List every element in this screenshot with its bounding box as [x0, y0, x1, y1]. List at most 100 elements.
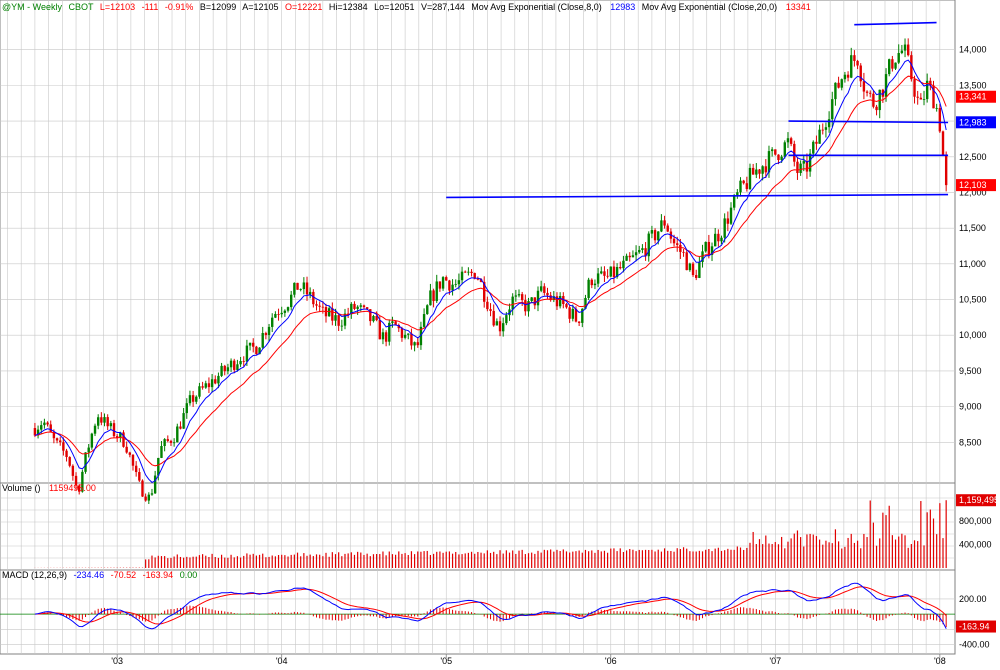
candle-body — [176, 426, 179, 443]
candle-body — [432, 290, 435, 302]
bid-value: B=12099 — [200, 2, 236, 12]
candle-body — [552, 296, 556, 301]
candle-body — [483, 281, 486, 302]
candle-body — [375, 315, 378, 321]
candle-body — [261, 333, 264, 348]
candle-body — [596, 273, 600, 284]
candle-body — [505, 315, 508, 324]
candle-body — [144, 496, 147, 501]
candle-body — [780, 156, 783, 161]
price-tick-label: 9,500 — [959, 366, 982, 376]
candle-body — [40, 425, 43, 430]
candle-body — [464, 271, 467, 273]
price-flag — [956, 179, 996, 192]
candle-body — [581, 308, 584, 323]
candle-body — [343, 313, 347, 326]
candle-body — [179, 426, 182, 429]
trendline — [446, 193, 949, 199]
price-tick-label: 8,500 — [959, 437, 982, 447]
candle-body — [676, 243, 679, 245]
candle-body — [897, 53, 900, 63]
candle-body — [359, 305, 363, 307]
candle-body — [467, 271, 470, 273]
volume-header-value: 1159495.00 — [49, 483, 96, 493]
candle-body — [850, 55, 853, 78]
candle-body — [293, 282, 296, 295]
candle-body — [470, 271, 473, 274]
price-tick-label: 9,000 — [959, 402, 982, 412]
candle-body — [388, 322, 391, 342]
macd-title: MACD (12,26,9) — [2, 570, 67, 580]
candle-body — [565, 304, 568, 308]
macd-value: -234.46 — [74, 570, 105, 580]
candle-body — [944, 155, 948, 186]
candle-body — [590, 279, 593, 286]
candle-body — [429, 290, 432, 306]
candle-body — [764, 166, 768, 173]
candle-body — [666, 225, 669, 232]
candle-body — [862, 81, 866, 92]
candle-body — [796, 161, 799, 174]
candle-body — [577, 321, 581, 323]
candle-body — [416, 342, 419, 346]
candle-body — [650, 230, 654, 234]
candle-body — [403, 334, 407, 338]
candle-body — [691, 263, 695, 276]
candle-body — [65, 450, 68, 458]
candle-body — [834, 82, 837, 100]
price-tick-label: 11,000 — [959, 259, 986, 269]
candle-body — [638, 249, 641, 253]
candle-body — [884, 74, 888, 97]
candle-body — [191, 395, 195, 402]
ema20-line — [34, 75, 947, 467]
candle-body — [33, 428, 37, 436]
candle-body — [805, 161, 809, 172]
candle-body — [460, 271, 464, 281]
candle-body — [913, 79, 916, 97]
candle-body — [625, 255, 628, 261]
macd-flag-label: -163.94 — [959, 622, 990, 632]
price-candles — [33, 38, 948, 504]
candle-body — [448, 280, 451, 291]
x-tick-label: '06 — [605, 656, 617, 666]
candle-body — [138, 472, 141, 481]
candle-body — [112, 423, 116, 437]
change-value: -111 — [142, 2, 159, 12]
candle-body — [381, 332, 385, 340]
candle-body — [346, 313, 350, 315]
price-panel-frame — [0, 0, 956, 484]
candle-body — [925, 80, 929, 100]
candle-body — [685, 252, 688, 271]
candle-body — [495, 321, 499, 326]
macd-tick-label: -400.00 — [959, 639, 990, 649]
candle-body — [407, 333, 410, 335]
candle-body — [87, 447, 90, 453]
candle-body — [248, 342, 252, 346]
candle-body — [713, 233, 717, 247]
candle-body — [46, 422, 49, 425]
candle-body — [131, 454, 135, 466]
price-flag-label: 12,103 — [959, 180, 987, 190]
candle-body — [391, 321, 394, 323]
candle-body — [312, 291, 315, 305]
candle-body — [511, 296, 514, 310]
candle-body — [106, 417, 109, 427]
candle-body — [818, 129, 821, 144]
candle-body — [695, 275, 698, 278]
candle-body — [128, 452, 132, 455]
ask-value: A=12105 — [242, 2, 278, 12]
candle-body — [457, 280, 461, 285]
candle-body — [384, 332, 388, 342]
volume-flag — [956, 494, 996, 507]
candle-body — [239, 361, 242, 365]
candle-body — [755, 169, 758, 175]
candle-body — [68, 457, 71, 466]
candle-body — [717, 233, 720, 242]
macd-signal-line — [34, 586, 947, 625]
candle-body — [536, 290, 540, 306]
candle-body — [451, 284, 454, 291]
candle-body — [758, 169, 761, 174]
candle-body — [606, 275, 609, 277]
candle-body — [720, 237, 723, 242]
candle-body — [574, 308, 578, 322]
